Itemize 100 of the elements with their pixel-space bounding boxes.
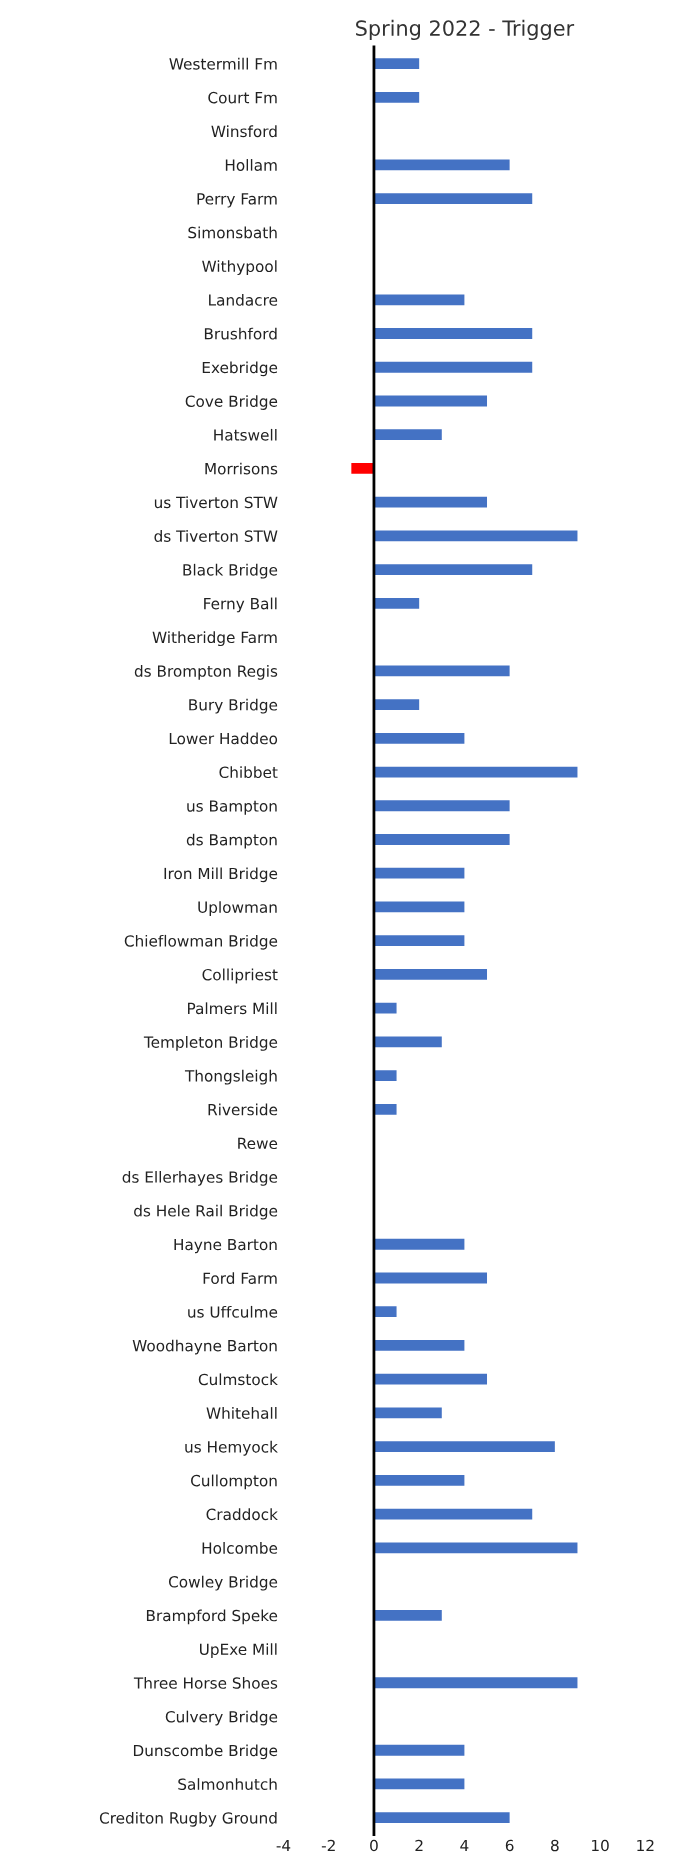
y-tick-label: us Hemyock (185, 1440, 278, 1456)
y-tick-label: Morrisons (205, 462, 278, 475)
y-tick-label: Cullompton (191, 1474, 277, 1490)
x-tick-label: 10 (592, 1839, 609, 1852)
bar (373, 1677, 578, 1689)
y-tick-label: Craddock (206, 1508, 278, 1521)
bar (373, 1373, 488, 1385)
y-tick-label: us Bampton (187, 800, 277, 815)
y-tick-label: ds Tiverton STW (154, 530, 278, 542)
y-tick-label: Chibbet (219, 766, 278, 779)
bar (373, 328, 533, 339)
y-tick-label: Court Fm (208, 91, 277, 104)
y-tick-label: ds Brompton Regis (134, 665, 278, 680)
bar (373, 1272, 488, 1284)
bar (373, 969, 488, 980)
bar (373, 429, 442, 441)
bar (373, 699, 420, 710)
bar (373, 530, 578, 542)
y-tick-label: Uplowman (198, 901, 277, 916)
y-tick-label: Holcombe (202, 1542, 278, 1554)
bar (373, 496, 488, 508)
bar (351, 463, 374, 474)
y-tick-label: Hollam (225, 159, 277, 171)
y-tick-label: Palmers Mill (188, 1002, 277, 1015)
y-tick-label: Perry Farm (197, 193, 277, 208)
y-tick-label: Black Bridge (183, 563, 278, 579)
bar (373, 800, 510, 812)
bar (373, 1340, 465, 1351)
bar (373, 1306, 397, 1318)
bar (373, 1812, 510, 1824)
x-tick-label: 2 (415, 1839, 423, 1852)
y-tick-label: Landacre (209, 293, 278, 306)
y-tick-label: Iron Mill Bridge (164, 867, 278, 883)
y-tick-label: Brushford (204, 327, 277, 340)
y-tick-label: Rewe (238, 1137, 278, 1150)
y-tick-label: Culmstock (198, 1373, 278, 1386)
y-tick-label: Winsford (211, 125, 277, 138)
bar (373, 935, 465, 947)
bar (373, 294, 465, 306)
y-tick-label: ds Bampton (186, 833, 277, 849)
y-tick-label: Chieflowman Bridge (124, 934, 278, 950)
y-tick-label: us Tiverton STW (154, 496, 278, 509)
bar (373, 1778, 465, 1790)
bar (373, 901, 465, 913)
bar (373, 834, 510, 845)
y-tick-label: Templeton Bridge (143, 1036, 278, 1051)
y-tick-label: Brampford Speke (146, 1609, 278, 1625)
y-tick-label: Hatswell (214, 428, 277, 441)
x-tick-label: -4 (276, 1839, 291, 1852)
chart-title: Spring 2022 - Trigger (356, 19, 575, 41)
bar (373, 1609, 442, 1621)
bar (373, 1508, 533, 1520)
y-tick-label: Whitehall (206, 1407, 277, 1419)
bar (373, 361, 533, 373)
x-tick-label: -2 (321, 1839, 335, 1852)
bar (373, 193, 533, 204)
y-tick-label: us Uffculme (188, 1305, 278, 1318)
bar (373, 159, 510, 171)
y-tick-label: ds Ellerhayes Bridge (122, 1170, 278, 1186)
x-tick-label: 8 (551, 1839, 559, 1852)
bar (373, 1542, 578, 1554)
x-tick-label: 4 (460, 1839, 469, 1852)
y-tick-label: Cowley Bridge (168, 1575, 278, 1591)
y-tick-label: Exebridge (202, 361, 278, 377)
y-tick-label: Lower Haddeo (169, 732, 278, 745)
y-tick-label: Simonsbath (188, 226, 277, 239)
bar (373, 92, 420, 103)
y-tick-label: Three Horse Shoes (133, 1676, 278, 1689)
bar (373, 564, 533, 576)
y-tick-label: Hayne Barton (174, 1238, 277, 1254)
y-tick-label: UpExe Mill (200, 1643, 277, 1659)
y-tick-label: Westermill Fm (169, 57, 277, 70)
bar (373, 1407, 442, 1419)
y-tick-label: Riverside (208, 1103, 278, 1116)
bar (373, 1474, 465, 1486)
bar (373, 1036, 442, 1048)
bar (373, 665, 510, 677)
y-tick-label: Salmonhutch (178, 1778, 277, 1790)
bar (373, 1441, 555, 1453)
bar (373, 597, 420, 609)
bar (373, 1070, 397, 1081)
y-tick-label: Woodhayne Barton (132, 1339, 277, 1355)
y-tick-label: Crediton Rugby Ground (99, 1811, 277, 1827)
bar (373, 395, 488, 407)
y-tick-label: Ferny Ball (204, 597, 277, 613)
bar (373, 1744, 465, 1756)
y-tick-label: ds Hele Rail Bridge (134, 1204, 278, 1220)
x-tick-label: 12 (637, 1839, 654, 1852)
y-tick-label: Cove Bridge (185, 395, 278, 410)
y-tick-label: Collipriest (202, 968, 278, 984)
bar (373, 766, 578, 778)
x-tick-label: 0 (370, 1839, 378, 1852)
bar (373, 58, 420, 70)
y-tick-label: Witheridge Farm (152, 631, 277, 647)
y-tick-label: Dunscombe Bridge (133, 1744, 278, 1760)
bar (373, 1103, 397, 1115)
x-tick-label: 6 (505, 1839, 514, 1852)
y-tick-label: Bury Bridge (189, 698, 278, 714)
y-tick-label: Ford Farm (203, 1272, 277, 1285)
bar (373, 1002, 397, 1014)
